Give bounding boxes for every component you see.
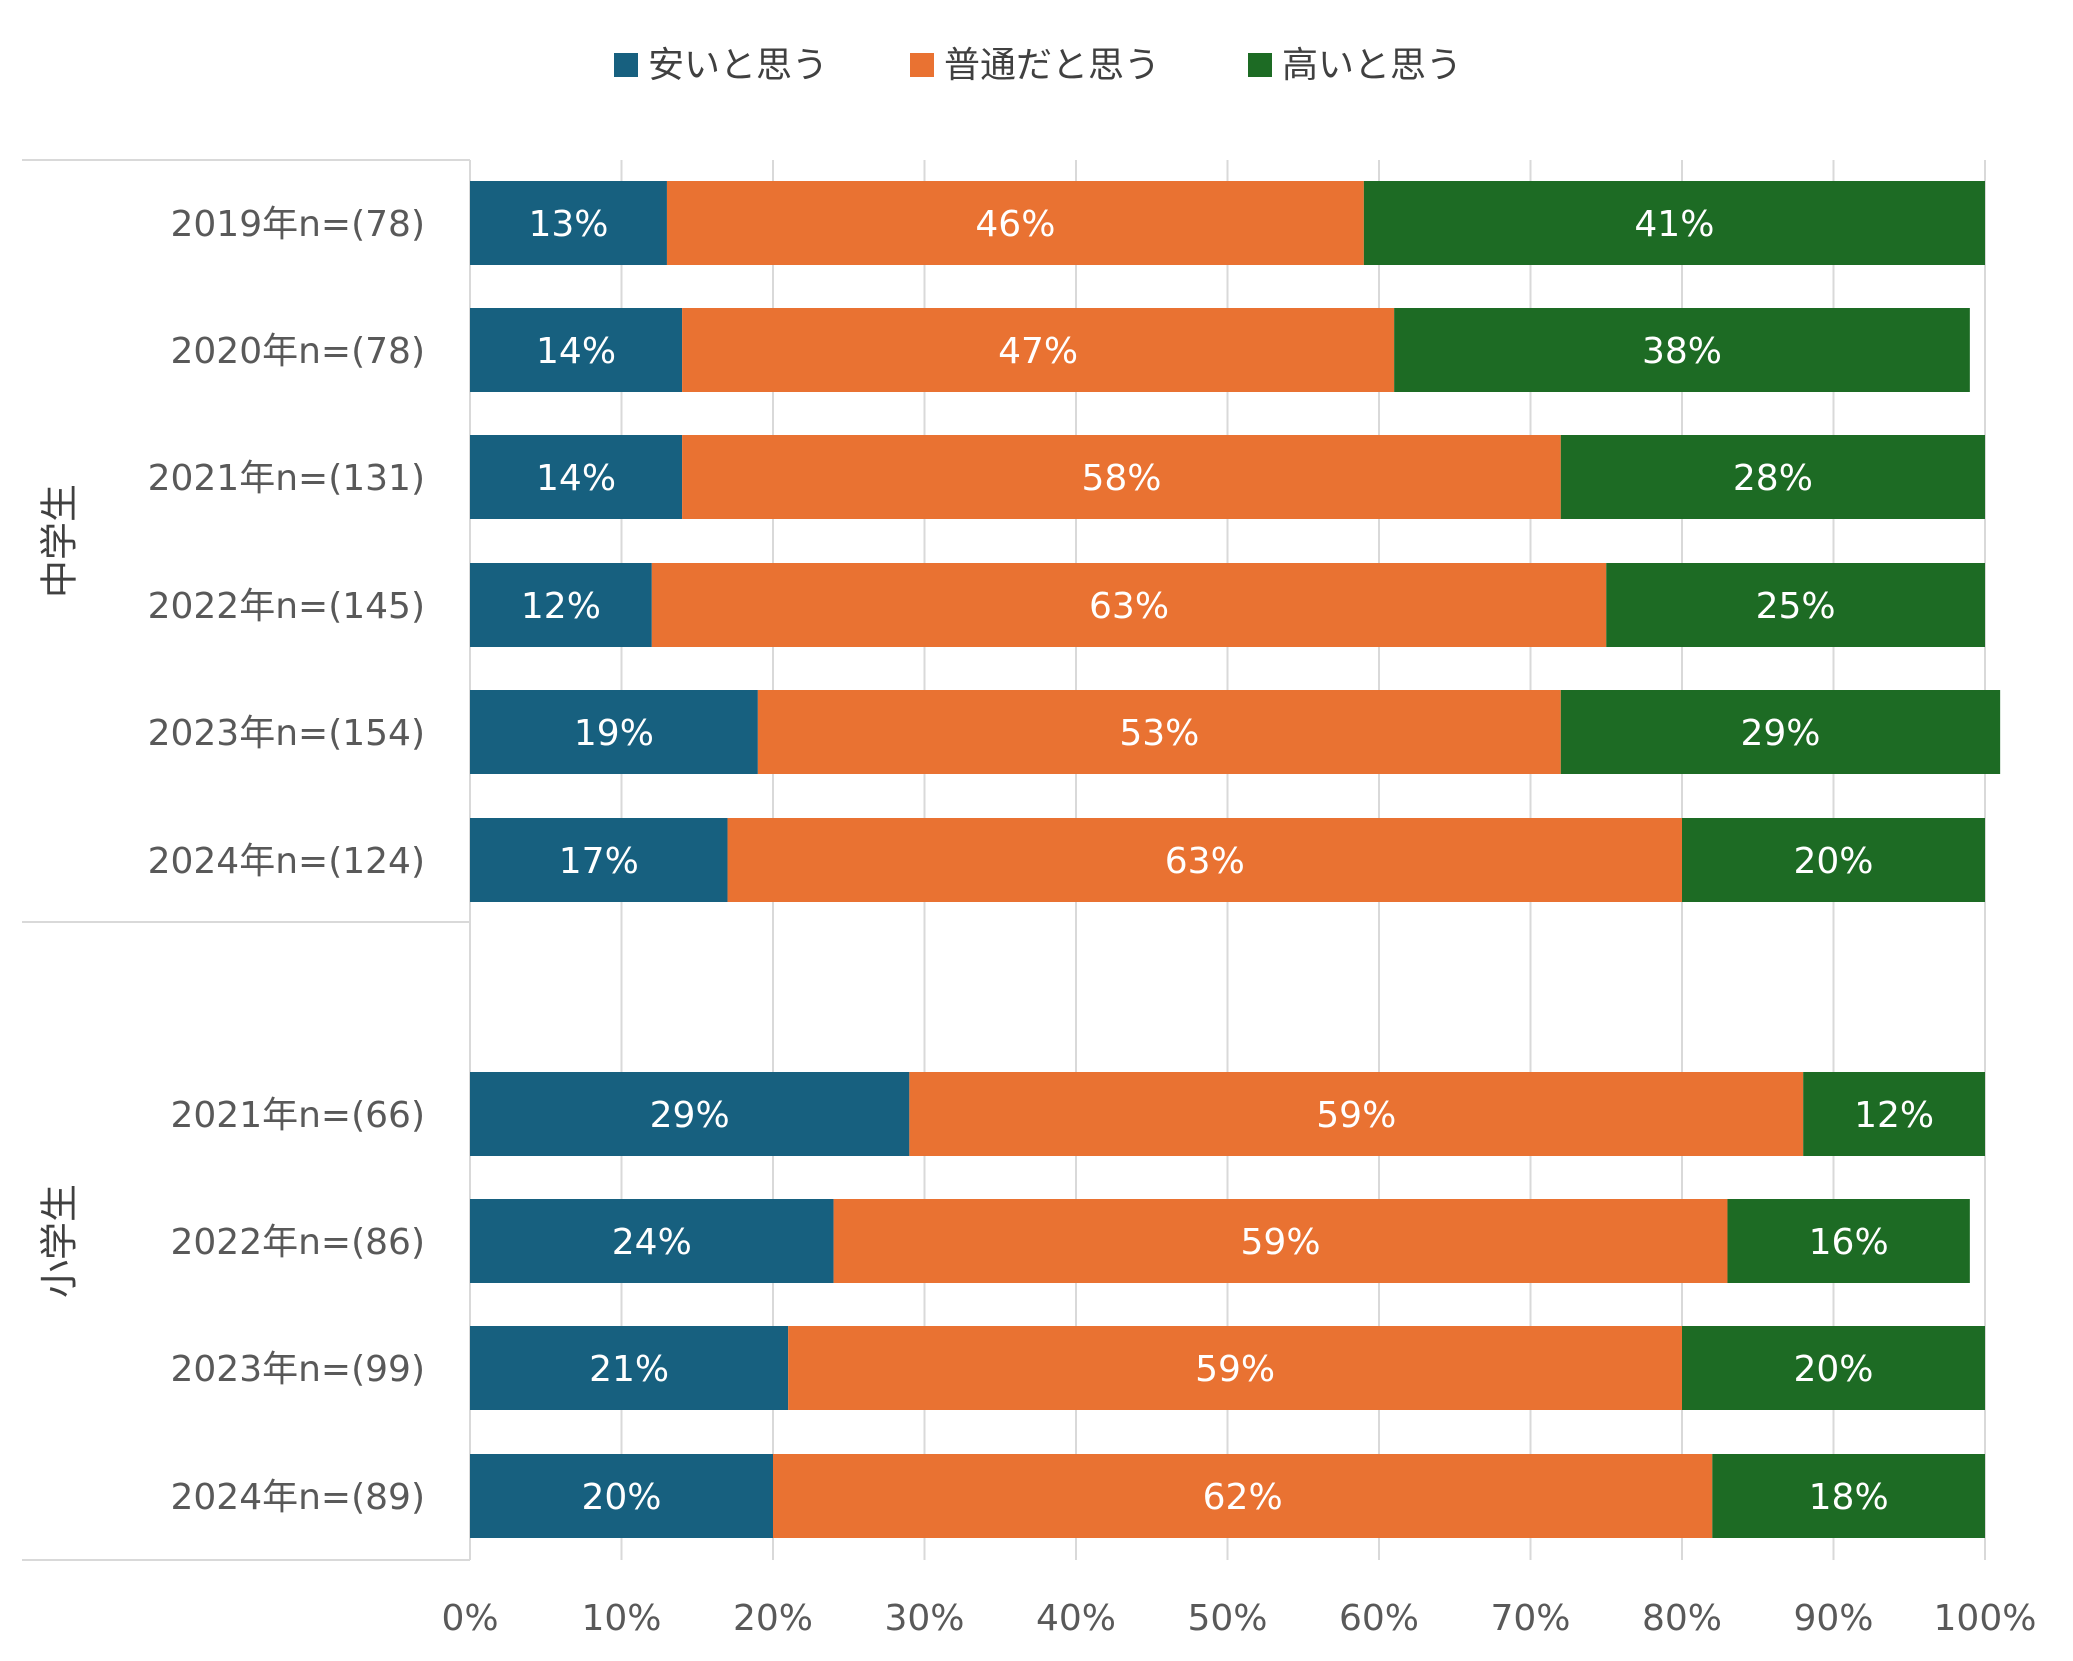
data-label: 62% bbox=[1203, 1477, 1283, 1518]
category-label: 2022年n=(86) bbox=[171, 1222, 426, 1263]
bar-segment bbox=[1803, 1072, 1985, 1156]
bar-segment bbox=[1363, 181, 1985, 265]
bar-segment bbox=[470, 690, 758, 774]
x-tick-label: 60% bbox=[1339, 1598, 1419, 1639]
x-tick-label: 40% bbox=[1036, 1598, 1116, 1639]
data-label: 24% bbox=[612, 1222, 692, 1263]
data-label: 12% bbox=[521, 586, 601, 627]
category-label: 2019年n=(78) bbox=[171, 204, 426, 245]
data-label: 59% bbox=[1195, 1349, 1275, 1390]
bar-segment bbox=[682, 308, 1395, 392]
data-label: 20% bbox=[1793, 841, 1873, 882]
x-tick-label: 80% bbox=[1642, 1598, 1722, 1639]
bar-segment bbox=[1682, 1326, 1985, 1410]
bar-segment bbox=[757, 690, 1561, 774]
bar-segment bbox=[1394, 308, 1970, 392]
bar-segment bbox=[470, 435, 683, 519]
data-label: 14% bbox=[536, 458, 616, 499]
data-label: 12% bbox=[1854, 1095, 1934, 1136]
data-label: 16% bbox=[1809, 1222, 1889, 1263]
data-label: 28% bbox=[1733, 458, 1813, 499]
category-label: 2023年n=(154) bbox=[148, 713, 425, 754]
category-label: 2021年n=(66) bbox=[171, 1095, 426, 1136]
x-tick-label: 10% bbox=[581, 1598, 661, 1639]
bar-segment bbox=[1712, 1454, 1985, 1538]
data-label: 63% bbox=[1165, 841, 1245, 882]
bar-segment bbox=[1560, 690, 2001, 774]
x-tick-label: 70% bbox=[1490, 1598, 1570, 1639]
legend-swatch bbox=[614, 53, 638, 77]
bar-segment bbox=[1560, 435, 1985, 519]
legend-swatch bbox=[910, 53, 934, 77]
bar-segment bbox=[833, 1199, 1728, 1283]
data-label: 38% bbox=[1642, 331, 1722, 372]
data-label: 29% bbox=[1740, 713, 1820, 754]
data-label: 58% bbox=[1081, 458, 1161, 499]
bar-segment bbox=[470, 308, 683, 392]
x-tick-label: 100% bbox=[1934, 1598, 2037, 1639]
x-tick-label: 30% bbox=[884, 1598, 964, 1639]
data-label: 20% bbox=[581, 1477, 661, 1518]
data-label: 59% bbox=[1316, 1095, 1396, 1136]
data-label: 21% bbox=[589, 1349, 669, 1390]
data-label: 53% bbox=[1119, 713, 1199, 754]
data-label: 17% bbox=[559, 841, 639, 882]
category-label: 2023年n=(99) bbox=[171, 1349, 426, 1390]
data-label: 18% bbox=[1809, 1477, 1889, 1518]
legend-label: 普通だと思う bbox=[944, 45, 1160, 86]
bar-segment bbox=[727, 818, 1682, 902]
category-label: 2021年n=(131) bbox=[148, 458, 425, 499]
x-tick-label: 90% bbox=[1793, 1598, 1873, 1639]
x-tick-label: 50% bbox=[1187, 1598, 1267, 1639]
bar-segment bbox=[470, 1072, 910, 1156]
data-label: 14% bbox=[536, 331, 616, 372]
bar-segment bbox=[470, 1326, 789, 1410]
category-label: 2024年n=(124) bbox=[148, 841, 425, 882]
bar-segment bbox=[470, 563, 652, 647]
bar-segment bbox=[1606, 563, 1985, 647]
data-label: 25% bbox=[1756, 586, 1836, 627]
data-label: 13% bbox=[528, 204, 608, 245]
bar-segment bbox=[1727, 1199, 1970, 1283]
data-label: 19% bbox=[574, 713, 654, 754]
data-label: 46% bbox=[975, 204, 1055, 245]
legend-label: 安いと思う bbox=[648, 45, 828, 86]
data-label: 29% bbox=[650, 1095, 730, 1136]
bar-segment bbox=[1682, 818, 1985, 902]
bar-segment bbox=[651, 563, 1607, 647]
category-label: 2020年n=(78) bbox=[171, 331, 426, 372]
category-label: 2022年n=(145) bbox=[148, 586, 425, 627]
legend-swatch bbox=[1248, 53, 1272, 77]
category-label: 2024年n=(89) bbox=[171, 1477, 426, 1518]
data-label: 59% bbox=[1241, 1222, 1321, 1263]
legend-label: 高いと思う bbox=[1282, 45, 1462, 86]
x-tick-label: 0% bbox=[441, 1598, 498, 1639]
bar-segment bbox=[666, 181, 1364, 265]
bar-segment bbox=[470, 1199, 834, 1283]
data-label: 41% bbox=[1634, 204, 1714, 245]
bar-segment bbox=[773, 1454, 1713, 1538]
data-label: 47% bbox=[998, 331, 1078, 372]
group-label: 中学生 bbox=[38, 484, 82, 598]
bar-segment bbox=[909, 1072, 1804, 1156]
bar-segment bbox=[788, 1326, 1682, 1410]
data-label: 63% bbox=[1089, 586, 1169, 627]
bar-segment bbox=[470, 1454, 773, 1538]
group-label: 小学生 bbox=[38, 1184, 82, 1298]
data-label: 20% bbox=[1793, 1349, 1873, 1390]
bar-segment bbox=[682, 435, 1561, 519]
x-tick-label: 20% bbox=[733, 1598, 813, 1639]
bar-segment bbox=[470, 181, 667, 265]
bar-segment bbox=[470, 818, 728, 902]
